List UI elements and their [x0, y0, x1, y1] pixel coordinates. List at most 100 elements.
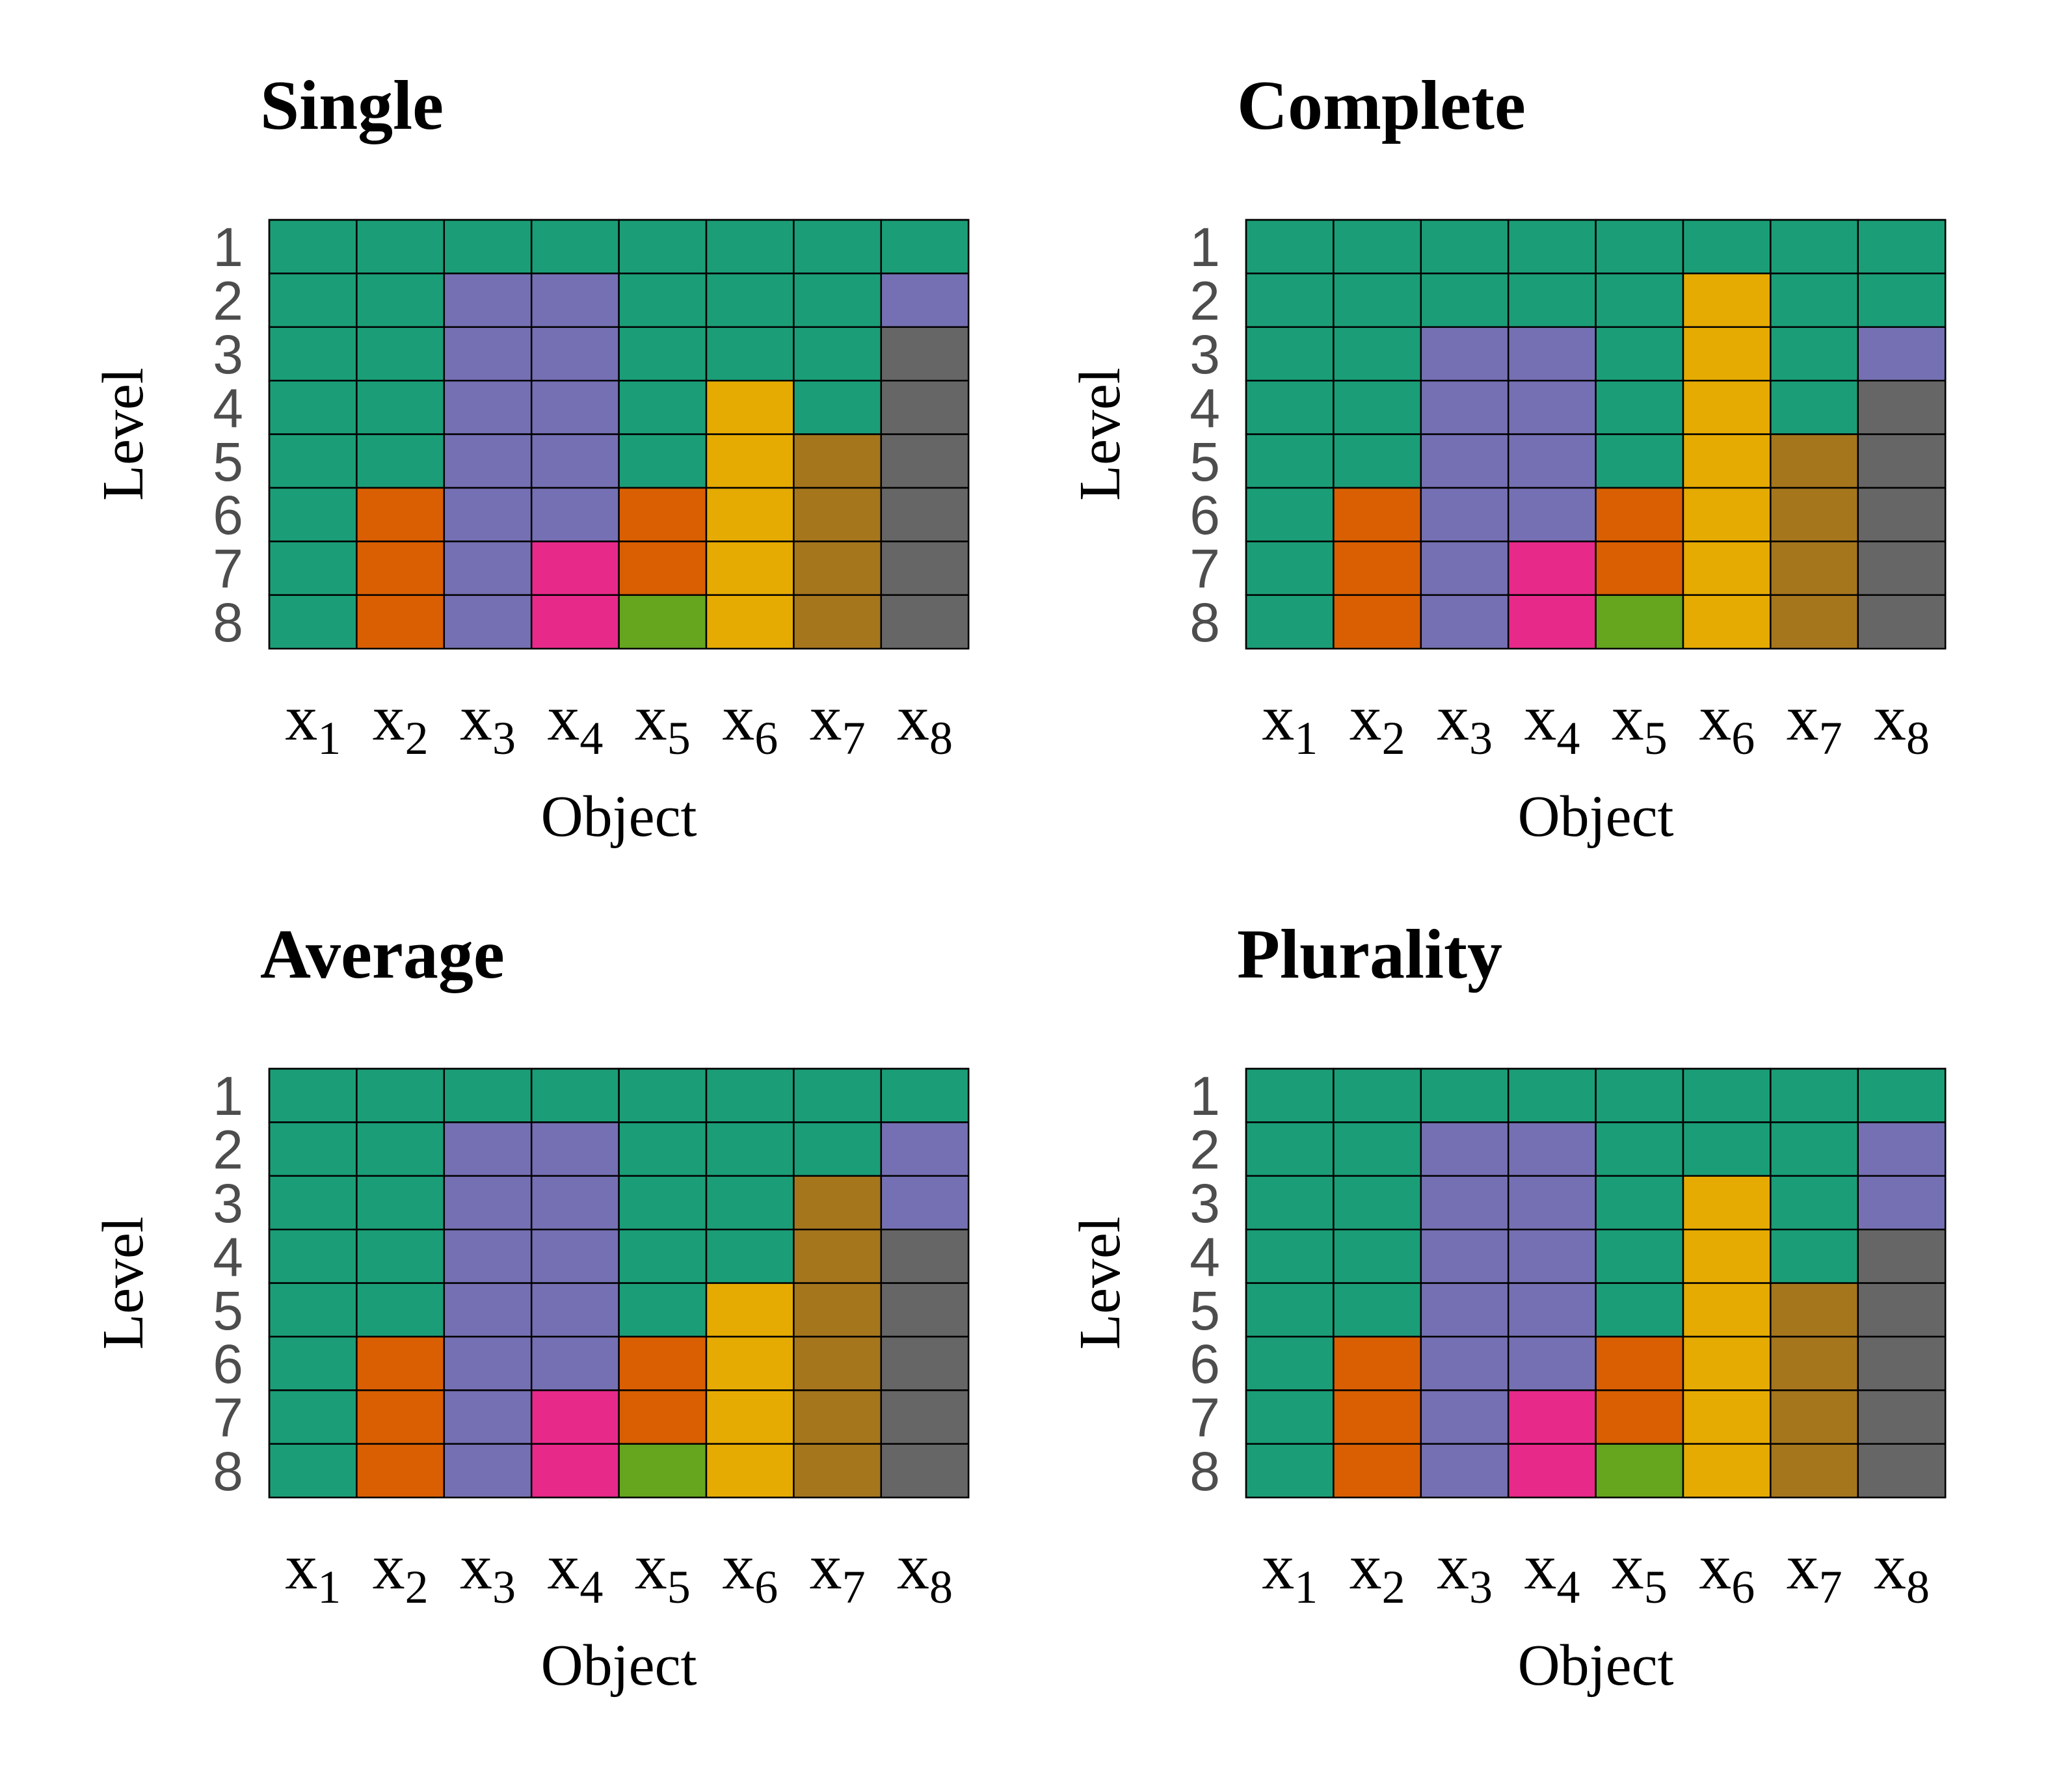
heatmap-cell — [793, 433, 883, 489]
heatmap-cell — [1595, 1121, 1684, 1177]
heatmap-cell — [1857, 326, 1947, 382]
heatmap-cell — [356, 1175, 446, 1231]
heatmap-cell — [705, 433, 795, 489]
heatmap-cell — [1507, 219, 1597, 274]
heatmap-cell — [268, 1282, 358, 1338]
heatmap-cell — [793, 219, 883, 274]
heatmap-cell — [530, 487, 620, 542]
heatmap-cell — [1770, 541, 1859, 596]
heatmap-cell — [443, 379, 533, 435]
x-tick-subscript: 8 — [1906, 1561, 1930, 1613]
x-tick-subscript: 3 — [1469, 1561, 1493, 1613]
heatmap-cell — [1682, 541, 1772, 596]
x-tick-subscript: 5 — [667, 1561, 691, 1613]
x-tick-label: x2 — [1350, 682, 1405, 764]
x-tick-base: x — [1787, 1531, 1819, 1603]
heatmap-cell — [1595, 379, 1684, 435]
heatmap-cell — [1595, 326, 1684, 382]
heatmap-cell — [1595, 487, 1684, 542]
panel-title: Plurality — [1237, 916, 1502, 993]
heatmap-cell — [356, 1282, 446, 1338]
y-tick-label: 4 — [213, 377, 243, 438]
heatmap-cell — [443, 1282, 533, 1338]
heatmap-cell — [793, 1335, 883, 1391]
heatmap-cell — [1507, 1335, 1597, 1391]
x-tick-label: x3 — [460, 682, 516, 764]
heatmap-cell — [356, 379, 446, 435]
x-tick-base: x — [1874, 1531, 1906, 1603]
x-tick-subscript: 2 — [1382, 712, 1405, 764]
heatmap-cell — [880, 219, 970, 274]
heatmap-cell — [1770, 1282, 1859, 1338]
x-tick-base: x — [1874, 682, 1906, 754]
heatmap-cell — [356, 1121, 446, 1177]
x-tick-subscript: 8 — [1906, 712, 1930, 764]
heatmap-cell — [880, 1175, 970, 1231]
heatmap-cell — [705, 326, 795, 382]
heatmap-cell — [618, 326, 708, 382]
heatmap-cell — [530, 1228, 620, 1284]
x-tick-subscript: 3 — [1469, 712, 1493, 764]
heatmap-cell — [705, 594, 795, 650]
heatmap-cell — [793, 1389, 883, 1445]
heatmap-cell — [1245, 1282, 1335, 1338]
x-tick-label: x5 — [1612, 1531, 1668, 1613]
heatmap-cell — [880, 273, 970, 328]
heatmap-cell — [1682, 594, 1772, 650]
heatmap-cell — [793, 487, 883, 542]
x-tick-subscript: 3 — [492, 1561, 516, 1613]
heatmap-cell — [1245, 541, 1335, 596]
heatmap-cell — [618, 1228, 708, 1284]
x-tick-label: x3 — [1437, 1531, 1493, 1613]
heatmap-cell — [1857, 1067, 1947, 1123]
x-tick-base: x — [1437, 682, 1469, 754]
heatmap-cell — [705, 487, 795, 542]
x-tick-subscript: 1 — [317, 1561, 341, 1613]
y-tick-label: 5 — [1190, 431, 1220, 492]
heatmap-cell — [1857, 487, 1947, 542]
heatmap-cell — [618, 1443, 708, 1499]
heatmap-cell — [1507, 273, 1597, 328]
x-tick-subscript: 3 — [492, 712, 516, 764]
heatmap-cell — [1333, 379, 1422, 435]
heatmap-cell — [793, 541, 883, 596]
heatmap-cell — [268, 1389, 358, 1445]
heatmap-cell — [1682, 1443, 1772, 1499]
y-tick-label: 6 — [1190, 485, 1220, 546]
x-tick-label: x5 — [635, 1531, 691, 1613]
heatmap-cell — [705, 1443, 795, 1499]
x-tick-base: x — [722, 682, 754, 754]
heatmap-cell — [1420, 1443, 1509, 1499]
heatmap-cell — [356, 487, 446, 542]
heatmap-cell — [1682, 1389, 1772, 1445]
y-tick-label: 3 — [1190, 1173, 1220, 1234]
heatmap-cell — [1595, 1282, 1684, 1338]
heatmap-cell — [1857, 1389, 1947, 1445]
x-tick-base: x — [373, 682, 405, 754]
heatmap-cell — [1333, 1443, 1422, 1499]
x-tick-base: x — [897, 682, 929, 754]
heatmap-cell — [530, 219, 620, 274]
heatmap-cell — [618, 541, 708, 596]
y-tick-label: 7 — [213, 539, 243, 600]
heatmap-cell — [1857, 1175, 1947, 1231]
heatmap-cell — [530, 326, 620, 382]
heatmap-cell — [1595, 219, 1684, 274]
x-tick-base: x — [897, 1531, 929, 1603]
x-tick-base: x — [810, 1531, 842, 1603]
heatmap-cell — [268, 1175, 358, 1231]
heatmap-cell — [618, 1067, 708, 1123]
heatmap-cell — [618, 1389, 708, 1445]
heatmap-cell — [793, 1443, 883, 1499]
x-tick-label: x6 — [1699, 1531, 1755, 1613]
heatmap-cell — [1245, 1443, 1335, 1499]
heatmap-cell — [1420, 219, 1509, 274]
heatmap-cell — [1507, 1067, 1597, 1123]
heatmap-cell — [530, 1335, 620, 1391]
x-tick-label: x7 — [810, 1531, 866, 1613]
heatmap-cell — [1682, 219, 1772, 274]
heatmap-cell — [618, 273, 708, 328]
x-tick-label: x6 — [1699, 682, 1755, 764]
